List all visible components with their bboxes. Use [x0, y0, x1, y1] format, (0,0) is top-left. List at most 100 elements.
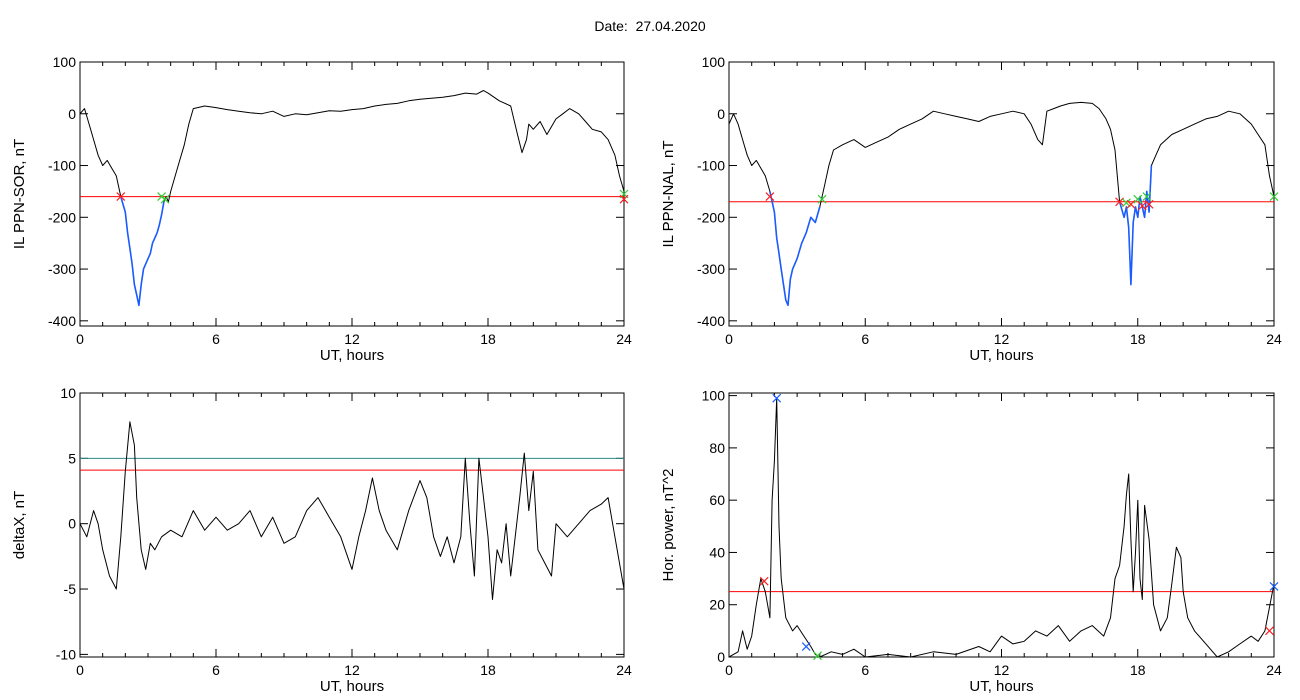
marker-start [116, 192, 126, 202]
series-line [80, 90, 624, 306]
marker-start [1144, 199, 1154, 209]
x-axis-label: UT, hours [320, 678, 384, 695]
marker-start-stroke-b [1137, 201, 1147, 211]
y-tick-label: -200 [48, 209, 76, 225]
marker-end [817, 194, 827, 204]
x-tick-label: 0 [76, 662, 84, 678]
plot-frame [728, 61, 1275, 327]
marker-end-stroke-b [813, 651, 822, 661]
panel-hor-power: 0 6 12 18 24 100 80 60 40 20 0 UT, hours Hor. power,… [660, 388, 1282, 695]
y-tick-label: 100 [53, 54, 77, 70]
y-tick-label: 5 [68, 450, 76, 466]
plot-data-area [80, 90, 624, 307]
marker-end-stroke-b [1142, 192, 1152, 202]
marker-start-stroke-b [759, 576, 769, 586]
x-tick-label: 0 [725, 662, 733, 678]
x-tick-label: 18 [480, 331, 496, 347]
x-tick-label: 24 [1266, 331, 1282, 347]
y-tick-label: -300 [48, 261, 76, 277]
x-axis-label: UT, hours [320, 347, 384, 364]
marker-start [1126, 199, 1136, 209]
marker-blue [1269, 582, 1279, 591]
y-tick-label: -400 [48, 313, 76, 329]
marker-blue-stroke-b [1269, 582, 1279, 591]
marker-end-stroke-b [160, 194, 170, 204]
x-tick-label: 18 [1130, 331, 1146, 347]
marker-end [1142, 192, 1152, 202]
plot-frame [79, 61, 625, 327]
y-tick-label: 10 [60, 385, 76, 401]
panel-ppn-nal: 0 6 12 18 24 100 0 -100 -200 -300 -400 UT, hours IL … [660, 54, 1282, 364]
panel-ppn-sor: 0 6 12 18 24 100 0 -100 -200 -300 -400 UT, hours IL … [11, 54, 632, 364]
y-tick-label: 0 [717, 649, 725, 665]
x-tick-label: 24 [1266, 662, 1282, 678]
figure-title: Date: 27.04.2020 [594, 18, 706, 34]
marker-end-stroke-b [1121, 198, 1131, 208]
highlight-segment [120, 196, 165, 307]
x-tick-label: 6 [861, 662, 869, 678]
x-tick-label: 18 [1130, 662, 1146, 678]
y-tick-label: -100 [48, 158, 76, 174]
y-tick-label: -200 [697, 209, 725, 225]
marker-start [1265, 626, 1274, 636]
y-tick-label: -5 [64, 581, 77, 597]
x-tick-label: 12 [994, 662, 1010, 678]
y-tick-label: 100 [702, 54, 726, 70]
marker-end-stroke-b [1133, 194, 1143, 204]
plot-data-area [729, 397, 1274, 657]
marker-end-stroke-b [1269, 192, 1279, 202]
y-axis-label: IL PPN-SOR, nT [11, 139, 28, 249]
marker-start-stroke-b [1126, 199, 1136, 209]
y-axis-label: IL PPN-NAL, nT [660, 141, 677, 248]
marker-start [765, 192, 775, 202]
y-tick-label: -100 [697, 158, 725, 174]
x-tick-label: 12 [344, 331, 360, 347]
x-tick-label: 0 [76, 331, 84, 347]
marker-end-stroke-b [817, 194, 827, 204]
y-tick-label: 100 [702, 388, 726, 404]
y-axis-label: Hor. power, nT^2 [660, 469, 677, 582]
x-tick-label: 24 [616, 331, 632, 347]
marker-blue-stroke-b [801, 642, 811, 651]
series-line [80, 421, 624, 600]
y-axis-label: deltaX, nT [11, 491, 28, 559]
y-tick-label: -400 [697, 313, 725, 329]
y-tick-label: 60 [709, 492, 725, 508]
series-line [729, 101, 1274, 306]
series-line [729, 397, 1274, 657]
marker-blue-stroke-b [772, 393, 782, 403]
marker-end [1133, 194, 1143, 204]
x-tick-label: 6 [861, 331, 869, 347]
x-tick-label: 24 [616, 662, 632, 678]
marker-start [1137, 201, 1147, 211]
x-axis-label: UT, hours [969, 347, 1033, 364]
x-tick-label: 12 [994, 331, 1010, 347]
x-tick-label: 18 [480, 662, 496, 678]
y-tick-label: 0 [717, 106, 725, 122]
marker-end [813, 651, 822, 661]
y-tick-label: 0 [68, 106, 76, 122]
marker-start [759, 576, 769, 586]
x-tick-label: 0 [725, 331, 733, 347]
plot-data-area [729, 101, 1274, 307]
y-tick-label: 20 [709, 597, 725, 613]
y-tick-label: -10 [56, 646, 76, 662]
y-tick-label: -300 [697, 261, 725, 277]
plot-frame [79, 392, 625, 658]
y-tick-label: 80 [709, 440, 725, 456]
plot-frame [728, 392, 1275, 658]
marker-blue [772, 393, 782, 403]
marker-blue [801, 642, 811, 651]
y-tick-label: 0 [68, 516, 76, 532]
marker-start-stroke-b [619, 194, 629, 204]
x-tick-label: 6 [212, 331, 220, 347]
x-axis-label: UT, hours [969, 678, 1033, 695]
marker-start-stroke-b [1265, 626, 1274, 636]
marker-end [1269, 192, 1279, 202]
marker-start-stroke-b [1144, 199, 1154, 209]
marker-start-stroke-b [765, 192, 775, 202]
y-tick-label: 40 [709, 544, 725, 560]
plot-data-area [80, 421, 624, 600]
x-tick-label: 6 [212, 662, 220, 678]
